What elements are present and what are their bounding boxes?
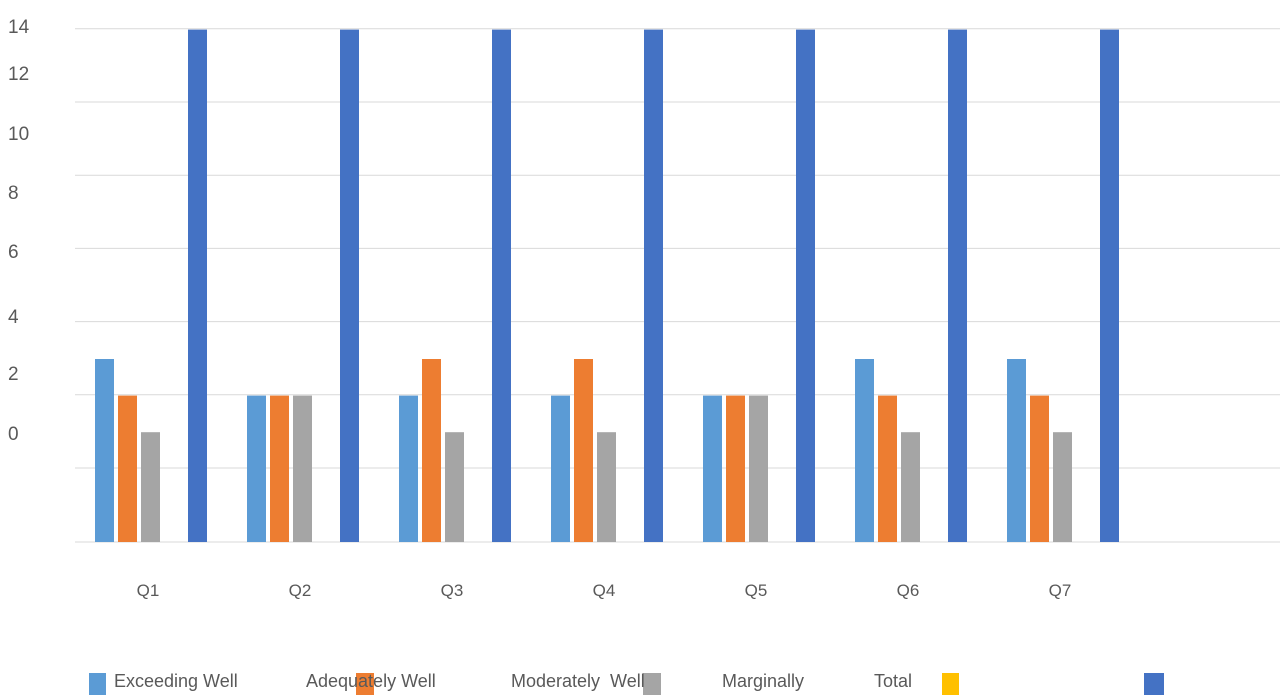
x-tick-label: Q1	[137, 581, 160, 600]
y-tick-label: 2	[8, 364, 19, 385]
legend-swatch	[356, 673, 374, 695]
y-tick-label: 8	[8, 183, 19, 204]
x-axis-tick-labels: Q1 Q2 Q3 Q4 Q5 Q6 Q7	[137, 581, 1072, 600]
legend-swatch	[942, 673, 959, 695]
bar-adequately-well-q7	[1030, 395, 1049, 542]
bar-adequately-well-q5	[726, 395, 745, 542]
bar-adequately-well-q2	[270, 395, 289, 542]
bar-total-q6	[948, 29, 967, 543]
bar-exceeding-well-q3	[399, 395, 418, 542]
y-tick-label: 12	[8, 64, 29, 85]
bar-moderately-well-q7	[1053, 432, 1072, 542]
legend-label: Total	[874, 671, 912, 691]
bar-total-q4	[644, 29, 663, 543]
bar-total-q3	[492, 29, 511, 543]
bar-total-q1	[188, 29, 207, 543]
bar-moderately-well-q1	[141, 432, 160, 542]
legend-swatch	[1144, 673, 1164, 695]
bar-exceeding-well-q2	[247, 395, 266, 542]
bar-moderately-well-q6	[901, 432, 920, 542]
bar-total-q5	[796, 29, 815, 543]
bar-exceeding-well-q7	[1007, 359, 1026, 542]
x-tick-label: Q2	[289, 581, 312, 600]
x-tick-label: Q3	[441, 581, 464, 600]
bar-total-q7	[1100, 29, 1119, 543]
legend-label: Adequately Well	[306, 671, 436, 691]
x-tick-label: Q6	[897, 581, 920, 600]
bar-total-q2	[340, 29, 359, 543]
bar-exceeding-well-q6	[855, 359, 874, 542]
bar-exceeding-well-q4	[551, 395, 570, 542]
gridlines	[75, 28, 1280, 543]
bar-moderately-well-q2	[293, 395, 312, 542]
bars	[95, 29, 1119, 543]
legend-swatch	[89, 673, 106, 695]
bar-moderately-well-q3	[445, 432, 464, 542]
legend-swatch	[643, 673, 661, 695]
x-tick-label: Q4	[593, 581, 616, 600]
bar-exceeding-well-q5	[703, 395, 722, 542]
legend-label: Moderately Well	[511, 671, 645, 691]
bar-adequately-well-q6	[878, 395, 897, 542]
bar-exceeding-well-q1	[95, 359, 114, 542]
legend: Exceeding Well Adequately Well Moderately …	[89, 671, 1164, 695]
bar-adequately-well-q4	[574, 359, 593, 542]
y-tick-label: 0	[8, 424, 19, 445]
bar-adequately-well-q3	[422, 359, 441, 542]
legend-label: Exceeding Well	[114, 671, 238, 691]
x-tick-label: Q7	[1049, 581, 1072, 600]
y-tick-label: 4	[8, 307, 19, 328]
bar-adequately-well-q1	[118, 395, 137, 542]
y-tick-label: 6	[8, 242, 19, 263]
bar-moderately-well-q4	[597, 432, 616, 542]
x-tick-label: Q5	[745, 581, 768, 600]
y-tick-label: 14	[8, 17, 30, 38]
y-axis-tick-labels: 14 12 10 8 6 4 2 0	[8, 17, 30, 445]
y-tick-label: 10	[8, 124, 29, 145]
legend-label: Marginally	[722, 671, 804, 691]
bar-moderately-well-q5	[749, 395, 768, 542]
